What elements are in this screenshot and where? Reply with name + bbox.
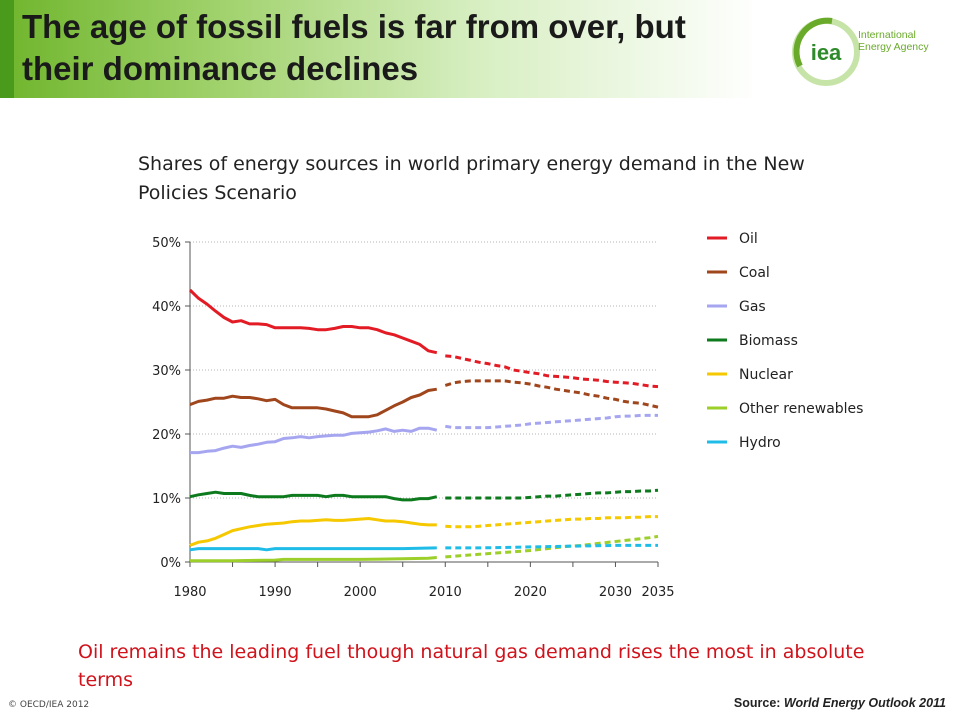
legend-label-gas: Gas — [739, 299, 766, 315]
legend: Oil Coal Gas Biomass Nuclear Other renewables… — [707, 231, 863, 451]
tick-labels: 0% 10% 20% 30% 40% 50% 1980 1990 2000 2010 2020 203… — [152, 236, 674, 600]
title-band-edge — [0, 0, 14, 98]
series-other-renewables-historical — [190, 556, 437, 563]
series-coal-historical — [189, 387, 438, 419]
logo-name-line-1: International — [858, 29, 916, 41]
y-tick-label: 20% — [152, 428, 181, 443]
legend-label-hydro: Hydro — [739, 435, 781, 451]
logo-name-line-2: Energy Agency — [858, 41, 929, 53]
source-note: Source: World Energy Outlook 2011 — [734, 696, 946, 710]
y-tick-label: 50% — [152, 236, 181, 251]
series-oil-historical — [188, 288, 438, 355]
axes — [185, 241, 659, 567]
series-lines — [188, 288, 659, 563]
series-biomass-projection — [445, 488, 659, 500]
x-tick-label: 2035 — [641, 585, 674, 600]
series-nuclear-historical — [189, 517, 437, 547]
gridlines — [190, 241, 658, 499]
series-biomass-historical — [189, 490, 438, 502]
source-label: Source: — [733, 696, 781, 710]
x-tick-label: 1990 — [259, 585, 292, 600]
x-tick-label: 2010 — [429, 585, 462, 600]
series-gas-projection — [445, 413, 658, 430]
y-tick-label: 30% — [152, 364, 181, 379]
x-tick-label: 1980 — [173, 585, 206, 600]
title-band — [0, 0, 760, 98]
slide-title: The age of fossil fuels is far from over… — [22, 8, 686, 87]
legend-label-biomass: Biomass — [739, 333, 798, 349]
series-nuclear-projection — [445, 515, 658, 529]
legend-label-coal: Coal — [739, 265, 770, 281]
copyright: © OECD/IEA 2012 — [8, 700, 90, 710]
logo-mark: iea — [811, 40, 842, 65]
legend-label-oil: Oil — [739, 231, 758, 247]
iea-logo-icon: iea — [792, 17, 860, 86]
legend-label-other-renewables: Other renewables — [739, 401, 863, 417]
legend-label-nuclear: Nuclear — [739, 367, 793, 383]
series-coal-projection — [444, 379, 659, 409]
x-tick-label: 2000 — [344, 585, 377, 600]
source-title: World Energy Outlook 2011 — [783, 696, 946, 710]
x-tick-label: 2030 — [599, 585, 632, 600]
caption: Oil remains the leading fuel though natu… — [78, 641, 865, 691]
y-tick-label: 40% — [152, 300, 181, 315]
y-tick-label: 10% — [152, 492, 181, 507]
logo-agency-name: International Energy Agency — [858, 29, 958, 53]
series-gas-historical — [190, 426, 438, 455]
chart-title: Shares of energy sources in world primar… — [138, 153, 805, 204]
series-hydro-historical — [189, 546, 437, 552]
series-hydro-projection — [445, 543, 658, 550]
energy-share-chart: 0% 10% 20% 30% 40% 50% 1980 1990 2000 2010 2020 203… — [152, 231, 863, 600]
x-tick-label: 2020 — [514, 585, 547, 600]
y-tick-label: 0% — [160, 556, 181, 571]
